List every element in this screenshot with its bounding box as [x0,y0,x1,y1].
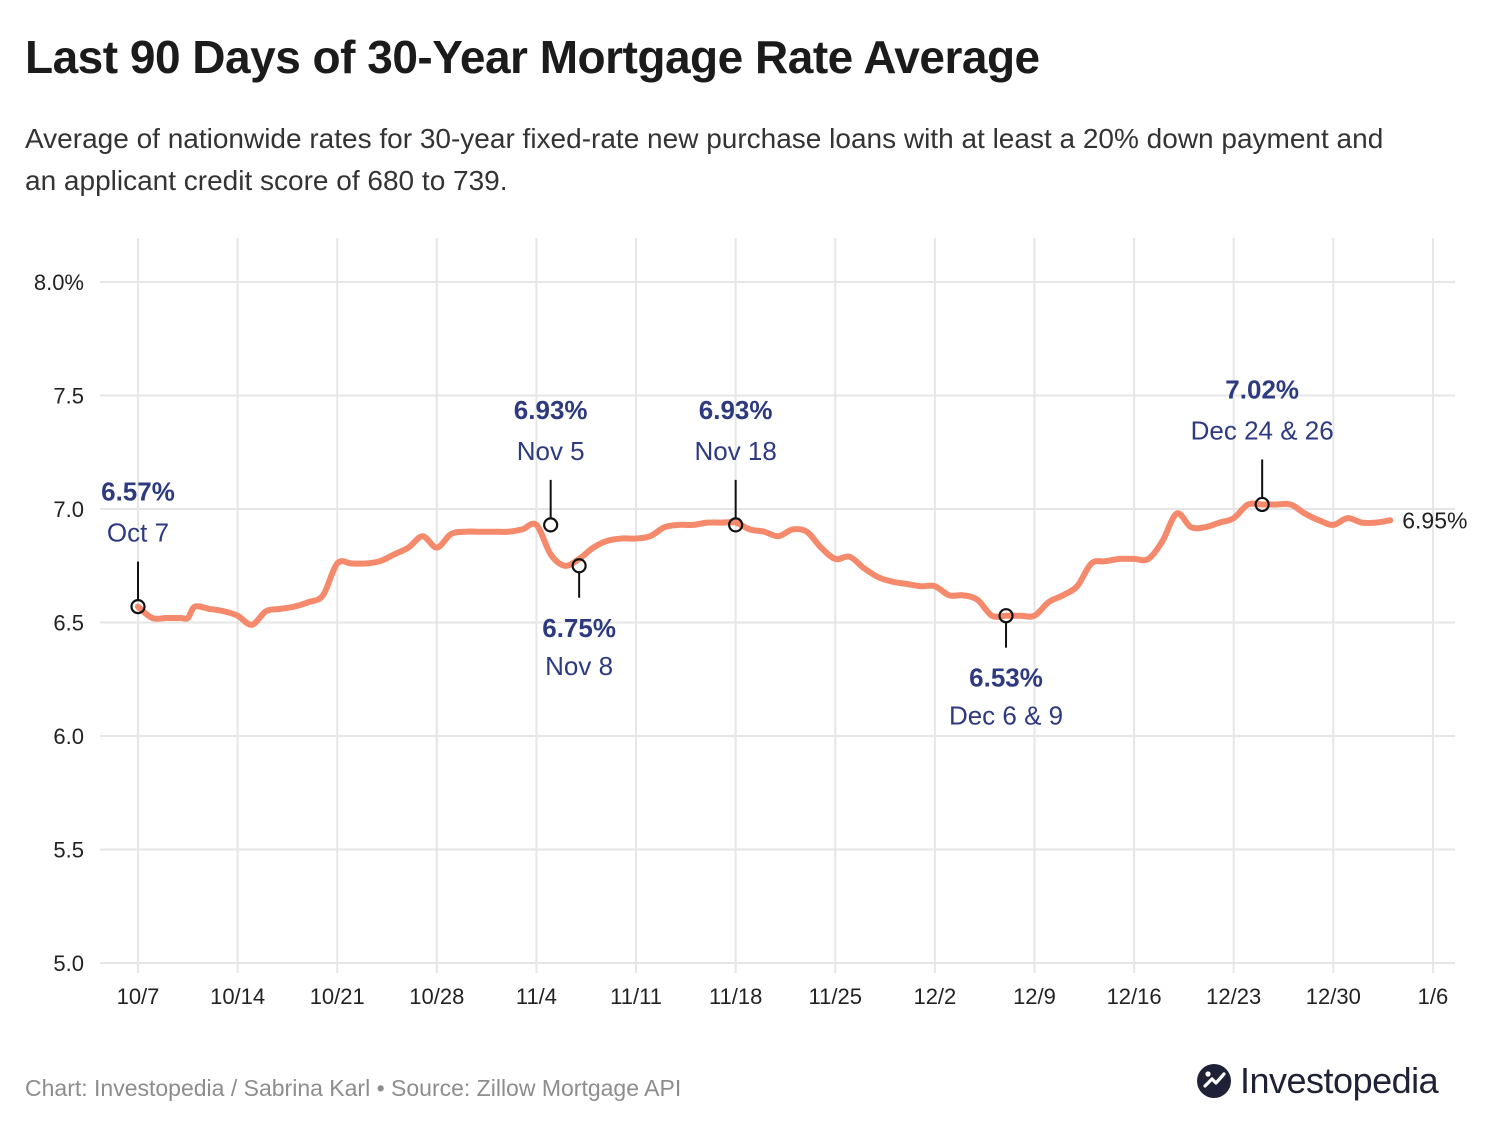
annotation: 6.93% Nov 18 [694,395,777,533]
investopedia-logo: Investopedia [1196,1060,1439,1102]
annotation-marker [1254,496,1270,513]
y-tick-label: 6.0 [53,724,84,749]
annotation: 6.75% Nov 8 [542,558,616,681]
x-tick-label: 1/6 [1418,984,1449,1009]
x-tick-label: 11/25 [809,984,862,1009]
x-tick-label: 11/11 [610,984,662,1009]
investopedia-logo-icon [1197,1064,1231,1098]
x-tick-label: 12/9 [1013,984,1056,1009]
annotation: 6.53% Dec 6 & 9 [949,608,1063,731]
chart-subtitle: Average of nationwide rates for 30-year … [25,123,1384,196]
annotation: 7.02% Dec 24 & 26 [1191,374,1334,513]
chart-title: Last 90 Days of 30-Year Mortgage Rate Av… [25,31,1040,83]
annotation: 6.57% Oct 7 [101,477,175,615]
annotation-value: 6.57% [101,477,175,507]
annotation-marker [130,599,146,615]
y-tick-label: 5.0 [53,951,84,976]
annotation-value: 6.93% [514,395,588,425]
investopedia-logo-text: Investopedia [1240,1060,1439,1101]
y-tick-label: 6.5 [53,611,84,636]
x-tick-label: 10/14 [210,984,265,1009]
annotation: 6.93% Nov 5 [514,395,588,533]
y-tick-label: 7.5 [53,384,84,409]
series-line [135,500,1394,628]
chart-source: Chart: Investopedia / Sabrina Karl • Sou… [25,1075,682,1101]
annotations-layer: 6.57% Oct 7 6.93% Nov 5 6.75% Nov 8 6.93% Nov 1… [101,374,1334,730]
annotation-value: 6.93% [699,395,773,425]
annotation-value: 6.53% [969,663,1043,693]
annotation-marker [543,517,559,533]
x-tick-label: 12/16 [1107,984,1162,1009]
x-gridlines [137,238,1434,973]
x-tick-label: 11/4 [516,984,557,1009]
annotation-date: Nov 18 [694,436,776,466]
series-layer: 6.95% [135,500,1467,628]
annotation-date: Dec 6 & 9 [949,701,1063,731]
annotation-value: 7.02% [1225,374,1299,404]
annotation-marker [998,608,1014,624]
y-tick-label: 5.5 [53,838,84,863]
y-gridlines [100,281,1455,964]
x-tick-label: 10/28 [409,984,464,1009]
x-tick-label: 11/18 [709,984,762,1009]
annotation-marker [728,517,744,533]
y-tick-label: 8.0% [34,270,84,295]
annotation-date: Nov 5 [517,436,585,466]
x-axis-ticks: 10/7 10/14 10/21 10/28 11/4 11/11 11/18 11/25 12… [117,984,1449,1009]
y-axis-ticks: 5.0 5.5 6.0 6.5 7.0 7.5 8.0% [34,270,84,976]
x-tick-label: 12/23 [1206,984,1261,1009]
x-tick-label: 10/7 [117,984,160,1009]
annotation-date: Dec 24 & 26 [1191,415,1334,445]
annotation-value: 6.75% [542,613,616,643]
annotation-marker [571,558,587,574]
annotation-date: Oct 7 [107,518,169,548]
end-value-label: 6.95% [1402,507,1467,533]
x-tick-label: 12/30 [1306,984,1361,1009]
x-tick-label: 10/21 [310,984,365,1009]
y-tick-label: 7.0 [53,497,84,522]
x-tick-label: 12/2 [913,984,956,1009]
annotation-date: Nov 8 [545,651,613,681]
